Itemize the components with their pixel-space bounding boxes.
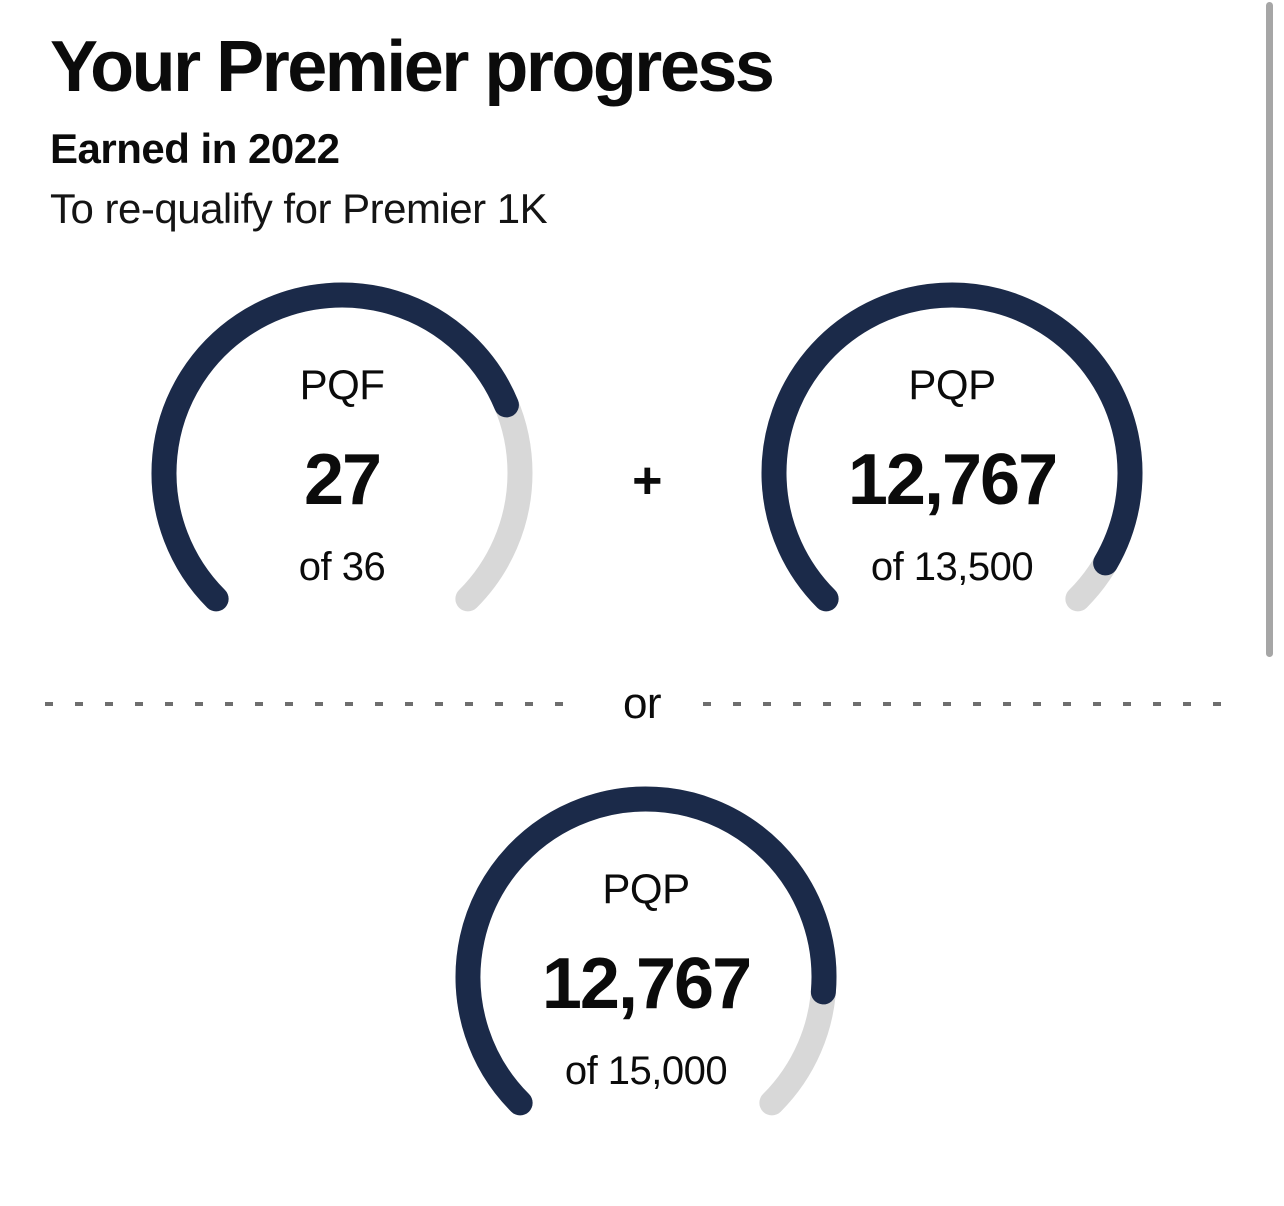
gauge-row-bottom: PQP 12,767 of 15,000 — [446, 777, 1284, 1122]
pqf-gauge-arc — [151, 282, 533, 612]
plus-separator: + — [542, 273, 752, 618]
gauge-progress-arc — [151, 282, 519, 612]
or-divider: or — [45, 676, 1239, 732]
dashed-line-right — [703, 702, 1239, 707]
gauge-target-label: of 15,000 — [564, 1049, 728, 1094]
gauge-metric-label: PQF — [299, 361, 385, 409]
gauge-target-label: of 13,500 — [870, 545, 1034, 590]
requalify-subtitle: To re-qualify for Premier 1K — [50, 185, 548, 233]
or-label: or — [622, 679, 662, 729]
gauge-value: 27 — [303, 440, 382, 521]
header: Your Premier progress Earned in 2022 To … — [0, 0, 1284, 233]
gauge-progress-arc — [455, 786, 837, 1116]
pqp-gauge: PQP 12,767 of 13,500 — [752, 273, 1152, 618]
gauge-target-label: of 36 — [298, 545, 386, 590]
plus-icon: + — [632, 451, 662, 510]
earned-in-year-label: Earned in 2022 — [50, 125, 340, 173]
gauge-row-top: PQF 27 of 36 + PQP 12,767 of 13,500 — [0, 273, 1284, 618]
page-title: Your Premier progress — [50, 27, 775, 107]
dashed-line-left — [45, 702, 581, 707]
pqf-gauge: PQF 27 of 36 — [142, 273, 542, 618]
gauge-value: 12,767 — [541, 944, 752, 1025]
scrollbar-thumb[interactable] — [1266, 2, 1273, 657]
gauge-metric-label: PQP — [602, 865, 690, 913]
gauge-metric-label: PQP — [908, 361, 996, 409]
gauge-value: 12,767 — [847, 440, 1058, 521]
pqp-gauge-arc — [761, 282, 1143, 612]
pqp-alt-gauge-arc — [455, 786, 837, 1116]
pqp-alt-gauge: PQP 12,767 of 15,000 — [446, 777, 846, 1122]
gauge-progress-arc — [761, 282, 1143, 612]
